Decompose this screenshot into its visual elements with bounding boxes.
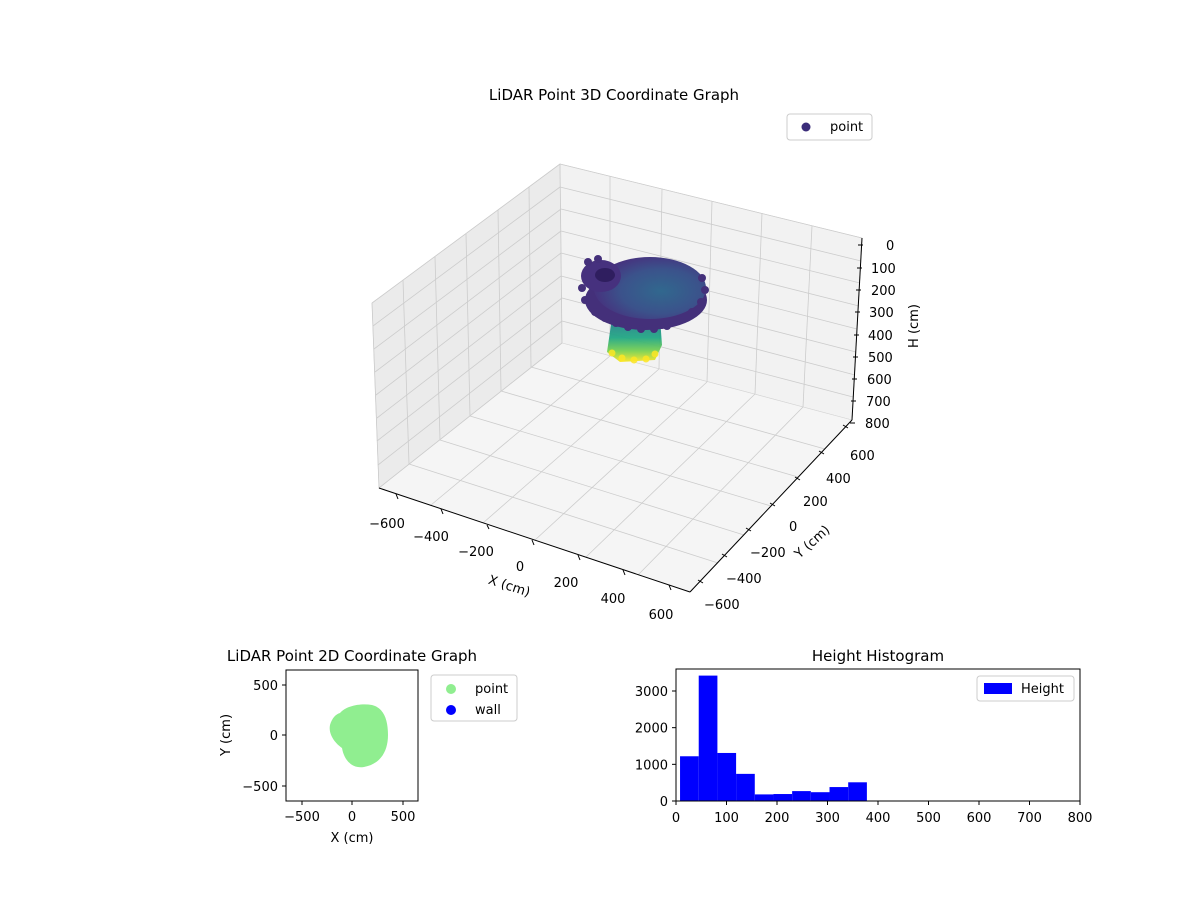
y-tick-label-2d: 0 bbox=[270, 729, 278, 744]
y-tick-label-2d: −500 bbox=[242, 780, 278, 795]
histogram-title: Height Histogram bbox=[812, 647, 944, 665]
histogram-bar bbox=[736, 773, 755, 801]
plot-2d-title: LiDAR Point 2D Coordinate Graph bbox=[227, 647, 477, 665]
y-tick-label-2d: 500 bbox=[253, 679, 278, 694]
z-tick-label-3d: 300 bbox=[869, 306, 894, 321]
z-tick-label-3d: 700 bbox=[866, 395, 891, 410]
x-axis-line-3d bbox=[378, 487, 691, 593]
x-tick-label-3d: −600 bbox=[369, 517, 405, 532]
legend-2d: point wall bbox=[430, 674, 518, 722]
legend-histogram: Height bbox=[976, 675, 1075, 702]
x-tick-label-3d: 200 bbox=[554, 576, 579, 591]
point-cloud-lobe-inner bbox=[595, 268, 615, 282]
plot-2d: LiDAR Point 2D Coordinate Graph −500 0 5… bbox=[219, 647, 518, 846]
z-tick-label-3d: 400 bbox=[868, 329, 893, 344]
histogram-x-tick-label: 300 bbox=[815, 811, 840, 826]
x-tick-label-2d: 0 bbox=[348, 810, 356, 825]
legend-2d-label-point: point bbox=[475, 682, 508, 697]
histogram-y-tick-label: 3000 bbox=[635, 685, 668, 700]
legend-3d-marker bbox=[801, 122, 811, 132]
z-tick-label-3d: 800 bbox=[865, 417, 890, 432]
plot-3d: LiDAR Point 3D Coordinate Graph bbox=[369, 86, 922, 623]
histogram-x-tick-label: 400 bbox=[866, 811, 891, 826]
legend-2d-marker-wall bbox=[446, 705, 456, 715]
x-axis-label-2d: X (cm) bbox=[331, 831, 374, 846]
x-axis-label-3d: X (cm) bbox=[486, 573, 532, 601]
histogram-y-tick-label: 2000 bbox=[635, 722, 668, 737]
z-tick-label-3d: 0 bbox=[886, 239, 894, 254]
histogram-bars bbox=[680, 675, 867, 801]
point-cloud-3d bbox=[578, 255, 709, 364]
histogram-y-ticks: 0 1000 2000 3000 bbox=[635, 685, 676, 810]
y-tick-label-3d: −600 bbox=[704, 598, 740, 613]
y-tick-label-3d: −200 bbox=[750, 546, 786, 561]
x-tick-label-3d: 400 bbox=[601, 592, 626, 607]
x-tick-label-2d: 500 bbox=[391, 810, 416, 825]
plot-histogram: Height Histogram 0 100 200 300 400 500 600 700 8… bbox=[635, 647, 1093, 826]
histogram-bar bbox=[680, 756, 699, 801]
x-tick-label-3d: 600 bbox=[649, 608, 674, 623]
legend-2d-label-wall: wall bbox=[475, 703, 501, 718]
y-tick-label-3d: 200 bbox=[803, 495, 828, 510]
z-tick-label-3d: 100 bbox=[871, 262, 896, 277]
histogram-x-tick-label: 800 bbox=[1068, 811, 1093, 826]
histogram-bar bbox=[848, 782, 867, 801]
legend-histogram-swatch bbox=[984, 683, 1012, 694]
histogram-bar bbox=[717, 752, 737, 801]
histogram-y-tick-label: 0 bbox=[660, 795, 668, 810]
y-axis-line-3d bbox=[689, 419, 853, 593]
x-tick-label-3d: −400 bbox=[413, 530, 449, 545]
y-axis-label-2d: Y (cm) bbox=[219, 714, 234, 757]
histogram-x-tick-label: 700 bbox=[1017, 811, 1042, 826]
z-axis-label-3d: H (cm) bbox=[907, 304, 922, 348]
x-tick-label-2d: −500 bbox=[284, 810, 320, 825]
x-tick-label-3d: 0 bbox=[516, 560, 524, 575]
plot-3d-title: LiDAR Point 3D Coordinate Graph bbox=[489, 86, 739, 104]
legend-histogram-label: Height bbox=[1021, 682, 1064, 697]
histogram-y-tick-label: 1000 bbox=[635, 758, 668, 773]
histogram-bar bbox=[810, 792, 830, 801]
histogram-bar bbox=[773, 794, 793, 801]
histogram-x-tick-label: 100 bbox=[714, 811, 739, 826]
y-tick-label-3d: 0 bbox=[789, 520, 797, 535]
legend-2d-marker-point bbox=[446, 684, 456, 694]
y-tick-label-3d: −400 bbox=[726, 572, 762, 587]
histogram-x-tick-label: 200 bbox=[765, 811, 790, 826]
legend-3d: point bbox=[786, 113, 873, 141]
y-tick-label-3d: 400 bbox=[826, 472, 851, 487]
scatter-2d-point-cloud bbox=[329, 704, 388, 768]
legend-3d-frame bbox=[786, 113, 873, 141]
histogram-x-tick-label: 0 bbox=[672, 811, 680, 826]
x-tick-label-3d: −200 bbox=[458, 545, 494, 560]
histogram-bar bbox=[698, 675, 718, 801]
z-tick-label-3d: 500 bbox=[868, 351, 893, 366]
z-tick-label-3d: 600 bbox=[867, 373, 892, 388]
histogram-bar bbox=[829, 787, 849, 801]
legend-histogram-frame bbox=[976, 675, 1075, 702]
histogram-bar bbox=[754, 794, 774, 801]
histogram-x-ticks: 0 100 200 300 400 500 600 700 800 bbox=[672, 801, 1093, 826]
y-axis-label-3d: Y (cm) bbox=[791, 523, 833, 563]
point-cloud-disk-top bbox=[594, 257, 706, 319]
histogram-bar bbox=[792, 791, 811, 801]
y-tick-label-3d: 600 bbox=[850, 449, 875, 464]
histogram-x-tick-label: 500 bbox=[916, 811, 941, 826]
z-tick-label-3d: 200 bbox=[871, 284, 896, 299]
histogram-x-tick-label: 600 bbox=[967, 811, 992, 826]
legend-3d-label: point bbox=[830, 120, 863, 135]
